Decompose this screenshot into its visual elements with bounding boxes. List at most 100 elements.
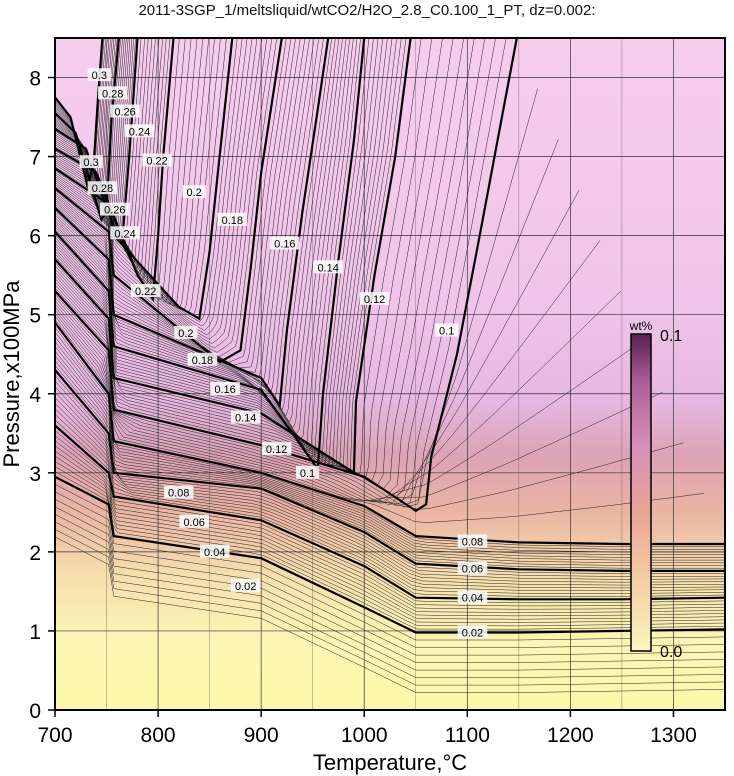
contour-label-bg (130, 283, 161, 297)
minor-contour-line (55, 380, 725, 577)
minor-contour-line (55, 38, 296, 369)
contour-label-bg (79, 155, 103, 169)
minor-contour-line (55, 461, 725, 623)
minor-contour-line (55, 38, 263, 344)
contour-label: 0.06 (183, 517, 204, 529)
contour-label-bg (457, 625, 488, 639)
x-tick-label: 1300 (650, 724, 697, 747)
contour-label-bg (457, 561, 488, 575)
contour-line-0.28 (55, 38, 104, 189)
contour-label: 0.26 (104, 205, 125, 217)
minor-contour-line (55, 392, 725, 583)
x-tick-label: 900 (244, 724, 279, 747)
minor-contour-line (55, 386, 725, 580)
minor-contour-line (55, 341, 725, 555)
minor-contour-line (55, 38, 402, 469)
contour-label: 0.14 (317, 262, 338, 274)
x-tick-label: 700 (37, 724, 72, 747)
minor-contour-line (55, 455, 725, 620)
contour-label: 0.18 (192, 355, 213, 367)
contour-label: 0.3 (83, 157, 98, 169)
contour-line-0.16 (55, 38, 330, 409)
minor-contour-line (55, 397, 725, 586)
minor-contour-line (55, 38, 507, 505)
contour-label: 0.02 (462, 628, 483, 640)
contour-label: 0.08 (168, 488, 189, 500)
minor-contour-line (55, 38, 258, 340)
minor-contour-line (55, 38, 496, 501)
contour-label-bg (261, 442, 292, 456)
colorbar-scale (630, 333, 652, 652)
minor-contour-line (55, 38, 486, 498)
contour-label: 0.3 (92, 70, 107, 82)
minor-contour-line (55, 38, 358, 452)
minor-contour-line (55, 450, 725, 617)
contour-line-0.12 (55, 38, 412, 475)
contour-label-bg (124, 124, 155, 138)
contour-label: 0.28 (92, 183, 113, 195)
contour-label: 0.24 (114, 228, 135, 240)
minor-contour-line (55, 38, 268, 349)
minor-contour-line (55, 38, 443, 482)
minor-contour-line (55, 440, 725, 610)
minor-contour-line (55, 38, 388, 467)
minor-contour-line (55, 290, 622, 503)
contour-line-0.1 (55, 38, 518, 513)
minor-contour-line (55, 484, 725, 641)
contour-label-bg (87, 181, 118, 195)
axis-ticks: 700 800 900 1000 1100 1200 1300 0 1 2 3 4 5 6 7 8 (29, 68, 697, 747)
y-tick-label: 6 (29, 226, 41, 249)
y-tick-label: 1 (29, 621, 41, 644)
minor-contour-line (55, 38, 301, 373)
contour-label: 0.16 (214, 384, 235, 396)
contour-label-bg (187, 352, 218, 366)
contour-label-bg (182, 185, 206, 199)
contour-label: 0.12 (266, 444, 287, 456)
minor-contour-line (55, 309, 642, 502)
contour-label: 0.2 (178, 328, 193, 340)
minor-contour-line (55, 38, 464, 490)
y-tick-label: 2 (29, 542, 41, 565)
contour-label-bg (217, 212, 248, 226)
minor-contour-line (55, 38, 407, 470)
contour-line-0.04 (55, 424, 725, 601)
contour-label-bg (110, 104, 140, 118)
contour-label: 0.1 (439, 326, 454, 338)
minor-contour-line (55, 408, 725, 591)
minor-contour-line (55, 38, 384, 466)
contour-label: 0.08 (462, 537, 483, 549)
contour-label: 0.26 (114, 107, 135, 119)
contour-label-bg (313, 260, 343, 274)
colorbar: wt% 0.1 0.0 (629, 319, 683, 661)
minor-contour-line (55, 38, 475, 494)
contour-label-bg (435, 323, 459, 337)
contour-line-0.26 (55, 38, 120, 223)
minor-contour-line (55, 365, 725, 569)
contour-label-bg (142, 153, 172, 167)
y-tick-label: 8 (29, 68, 41, 91)
minor-contour-line (55, 38, 351, 441)
y-axis-label: Pressure,x100MPa (0, 280, 24, 468)
contour-label-bg (99, 202, 130, 216)
minor-contour-line (55, 466, 725, 627)
minor-contour-line (55, 38, 306, 378)
contour-label-bg (457, 534, 488, 548)
x-tick-label: 1100 (445, 724, 490, 747)
minor-contour-line (55, 360, 725, 566)
contour-label: 0.24 (129, 126, 150, 138)
minor-contour-line (55, 38, 354, 446)
contour-label-bg (230, 410, 261, 424)
minor-contour-line (55, 506, 725, 663)
minor-contour-line (55, 38, 347, 435)
contour-label: 0.04 (204, 547, 225, 559)
contour-label: 0.22 (135, 286, 156, 298)
x-tick-label: 1000 (341, 724, 388, 747)
y-tick-label: 0 (29, 700, 41, 723)
minor-contour-line (55, 445, 725, 613)
contour-label-bg (359, 291, 390, 305)
minor-contour-line (55, 38, 433, 478)
contour-label-bg (179, 514, 209, 528)
contour-line-0.08 (55, 321, 725, 546)
minor-contour-line (55, 312, 663, 502)
minor-contour-line (55, 38, 310, 384)
